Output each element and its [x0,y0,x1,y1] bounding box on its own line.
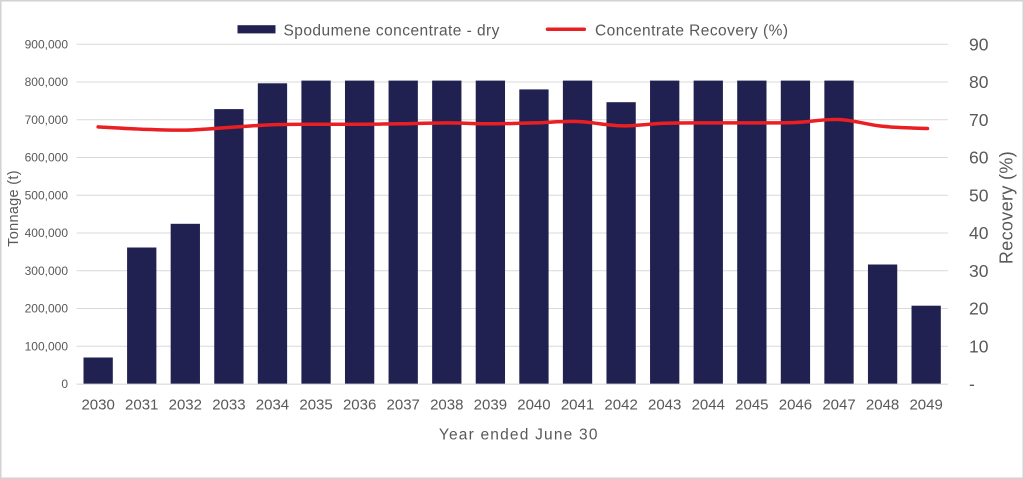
svg-text:2036: 2036 [343,397,376,414]
svg-text:90: 90 [969,34,989,54]
svg-text:2049: 2049 [909,397,942,414]
svg-text:2035: 2035 [299,397,332,414]
svg-text:40: 40 [969,223,989,243]
svg-text:2041: 2041 [561,397,594,414]
svg-text:Year ended June 30: Year ended June 30 [439,427,599,444]
svg-text:2042: 2042 [604,397,637,414]
svg-text:2043: 2043 [648,397,681,414]
svg-text:10: 10 [969,336,989,356]
svg-text:400,000: 400,000 [25,226,69,240]
svg-text:100,000: 100,000 [25,339,69,353]
svg-text:2033: 2033 [212,397,245,414]
svg-text:2038: 2038 [430,397,463,414]
svg-text:2048: 2048 [866,397,899,414]
svg-text:2032: 2032 [169,397,202,414]
svg-text:2034: 2034 [256,397,289,414]
svg-text:2031: 2031 [125,397,158,414]
svg-text:2040: 2040 [517,397,550,414]
svg-text:Tonnage (t): Tonnage (t) [6,170,22,247]
svg-text:500,000: 500,000 [25,188,69,202]
svg-text:Concentrate Recovery (%): Concentrate Recovery (%) [595,22,788,39]
svg-text:2047: 2047 [822,397,855,414]
svg-text:200,000: 200,000 [25,302,69,316]
svg-text:30: 30 [969,261,989,281]
svg-text:0: 0 [61,377,68,391]
svg-text:2044: 2044 [692,397,725,414]
svg-text:600,000: 600,000 [25,151,69,165]
svg-text:2039: 2039 [474,397,507,414]
svg-text:800,000: 800,000 [25,75,69,89]
svg-text:Recovery (%): Recovery (%) [997,151,1017,264]
svg-text:300,000: 300,000 [25,264,69,278]
svg-text:2037: 2037 [387,397,420,414]
svg-text:-: - [969,374,975,394]
svg-text:80: 80 [969,72,989,92]
svg-text:Spodumene concentrate - dry: Spodumene concentrate - dry [284,22,500,39]
svg-text:50: 50 [969,185,989,205]
svg-text:20: 20 [969,299,989,319]
svg-text:2045: 2045 [735,397,768,414]
svg-text:2046: 2046 [779,397,812,414]
svg-text:70: 70 [969,110,989,130]
svg-text:60: 60 [969,148,989,168]
svg-text:2030: 2030 [81,397,114,414]
svg-text:900,000: 900,000 [25,37,69,51]
svg-text:700,000: 700,000 [25,113,69,127]
